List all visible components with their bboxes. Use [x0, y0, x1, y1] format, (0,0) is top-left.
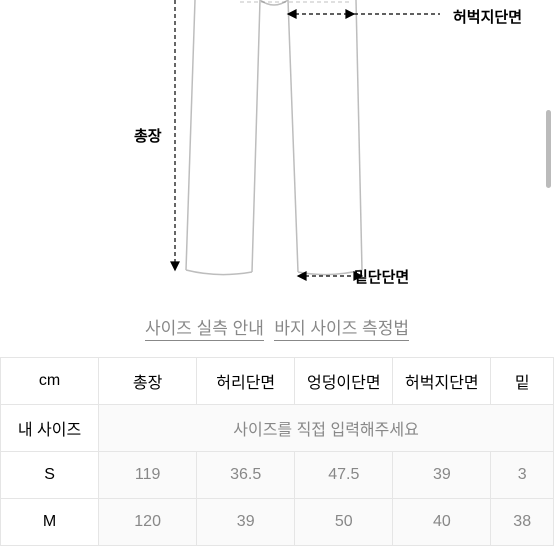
mysize-row[interactable]: 내 사이즈 사이즈를 직접 입력해주세요 [1, 405, 554, 452]
size-label: M [1, 499, 99, 546]
size-label: S [1, 452, 99, 499]
mysize-placeholder[interactable]: 사이즈를 직접 입력해주세요 [99, 405, 554, 452]
cell: 120 [99, 499, 197, 546]
col-hip: 엉덩이단면 [295, 358, 393, 405]
size-links: 사이즈 실측 안내 바지 사이즈 측정법 [0, 300, 554, 357]
label-thigh: 허벅지단면 [453, 6, 522, 27]
col-waist: 허리단면 [197, 358, 295, 405]
cell: 39 [197, 499, 295, 546]
table-header-row: cm 총장 허리단면 엉덩이단면 허벅지단면 밑 [1, 358, 554, 405]
cell: 50 [295, 499, 393, 546]
label-hem: 밑단단면 [354, 266, 409, 287]
col-hem: 밑 [491, 358, 554, 405]
cell: 119 [99, 452, 197, 499]
col-thigh: 허벅지단면 [393, 358, 491, 405]
table-row: M 120 39 50 40 38 [1, 499, 554, 546]
cell: 36.5 [197, 452, 295, 499]
label-total-length: 총장 [134, 125, 162, 146]
cell: 39 [393, 452, 491, 499]
cell: 40 [393, 499, 491, 546]
cell: 47.5 [295, 452, 393, 499]
cell: 3 [491, 452, 554, 499]
col-unit: cm [1, 358, 99, 405]
col-total: 총장 [99, 358, 197, 405]
link-size-guide[interactable]: 사이즈 실측 안내 [145, 319, 264, 341]
link-measure-method[interactable]: 바지 사이즈 측정법 [274, 319, 409, 341]
size-table: cm 총장 허리단면 엉덩이단면 허벅지단면 밑 내 사이즈 사이즈를 직접 입… [0, 357, 554, 546]
table-row: S 119 36.5 47.5 39 3 [1, 452, 554, 499]
mysize-label: 내 사이즈 [1, 405, 99, 452]
cell: 38 [491, 499, 554, 546]
pants-diagram: 총장 밑단단면 허벅지단면 [0, 0, 554, 300]
pants-svg [0, 0, 554, 300]
scrollbar-thumb[interactable] [546, 110, 551, 188]
